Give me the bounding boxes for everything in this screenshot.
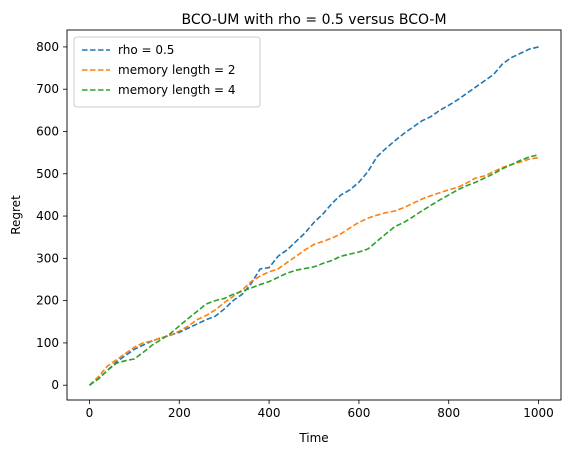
y-tick-label: 600 [36,124,59,138]
y-tick-label: 100 [36,336,59,350]
x-tick-label: 600 [347,406,370,420]
legend: rho = 0.5 memory length = 2 memory length … [73,36,261,108]
y-axis-ticks: 0 100 200 300 400 500 600 700 800 [36,40,67,392]
chart-title: BCO-UM with rho = 0.5 versus BCO-M [181,12,446,28]
legend-box [73,36,261,108]
legend-label: memory length = 2 [118,63,236,77]
y-tick-label: 300 [36,251,59,265]
axes-frame [66,29,562,401]
x-axis-label: Time [298,431,328,445]
y-axis-label: Regret [9,195,23,235]
series-lines [88,46,539,386]
legend-label: memory length = 4 [118,83,236,97]
legend-label: rho = 0.5 [118,43,174,57]
x-tick-label: 200 [168,406,191,420]
x-tick-label: 1000 [523,406,554,420]
x-tick-label: 400 [258,406,281,420]
y-tick-label: 700 [36,82,59,96]
y-tick-label: 400 [36,209,59,223]
x-tick-label: 0 [86,406,94,420]
y-tick-label: 500 [36,167,59,181]
x-axis-ticks: 0 200 400 600 800 1000 [86,400,554,420]
x-tick-label: 800 [437,406,460,420]
series-line-3 [88,153,539,386]
y-tick-label: 800 [36,40,59,54]
y-tick-label: 0 [51,378,59,392]
y-tick-label: 200 [36,294,59,308]
